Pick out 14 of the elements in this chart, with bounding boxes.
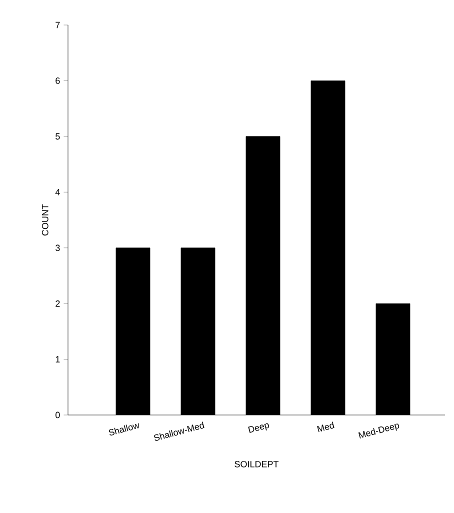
y-tick-label: 5 [56, 133, 60, 140]
y-tick-label: 3 [56, 244, 60, 252]
y-tick-label: 6 [56, 78, 60, 84]
x-tick-label: Med [317, 422, 334, 432]
y-tick-label: 0 [56, 412, 60, 418]
y-axis-title: COUNT [42, 204, 48, 236]
x-tick-label: Shallow [108, 423, 139, 436]
x-axis-title: SOILDEPT [234, 460, 279, 468]
y-tick-label: 2 [56, 300, 60, 307]
y-tick-label: 7 [56, 22, 60, 28]
x-tick-label: Med-Deep [358, 424, 400, 439]
y-tick-label: 1 [56, 356, 60, 362]
y-tick-label: 4 [55, 189, 60, 196]
x-tick-label: Deep [248, 423, 270, 433]
